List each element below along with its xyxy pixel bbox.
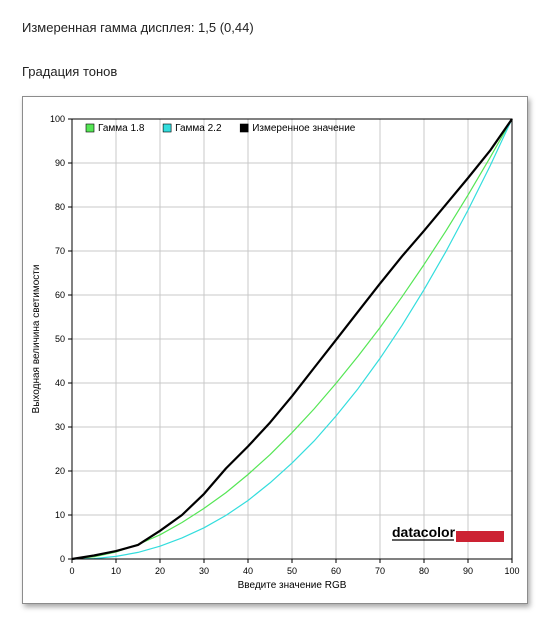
y-tick-label: 90 [55,158,65,168]
legend: Гамма 1.8 Гамма 2.2 Измеренное значение [85,123,356,134]
section-title: Градация тонов [22,64,118,79]
x-tick-label: 80 [419,566,429,576]
y-tick-label: 0 [60,554,65,564]
x-tick-label: 40 [243,566,253,576]
x-tick-label: 100 [504,566,519,576]
legend-label: Измеренное значение [252,123,356,134]
y-tick-label: 20 [55,466,65,476]
x-tick-label: 10 [111,566,121,576]
y-axis-label: Выходная величина светимости [31,265,42,414]
series-line-3 [71,118,513,561]
legend-label: Гамма 1.8 [98,123,145,134]
y-tick-label: 70 [55,246,65,256]
y-tick-label: 60 [55,290,65,300]
y-tick-label: 80 [55,202,65,212]
legend-swatch [162,123,172,133]
x-tick-label: 0 [69,566,74,576]
y-tick-label: 100 [50,114,65,124]
legend-label: Гамма 2.2 [175,123,222,134]
logo-red-bar [456,531,504,542]
tick-labels: 0 10 20 30 40 50 60 70 80 90 100 0 10 20 30 40 50 60 70 80 9… [50,114,520,576]
chart-svg: 0 10 20 30 40 50 60 70 80 90 100 0 10 20 30 40 50 60 70 80 9… [31,114,520,591]
y-tick-label: 10 [55,510,65,520]
legend-swatch [239,123,249,133]
measured-gamma-text: Измеренная гамма дисплея: 1,5 (0,44) [22,20,254,35]
grid [72,119,512,559]
legend-swatch [85,123,95,133]
x-axis-label: Введите значение RGB [238,580,347,591]
x-tick-label: 90 [463,566,473,576]
y-tick-label: 40 [55,378,65,388]
series-lines [71,118,513,561]
logo-text: datacolor [392,524,456,540]
datacolor-logo: datacolor [392,524,504,542]
x-tick-label: 60 [331,566,341,576]
series-line-2 [71,118,513,560]
x-tick-label: 20 [155,566,165,576]
tone-gradation-chart: 0 10 20 30 40 50 60 70 80 90 100 0 10 20 30 40 50 60 70 80 9… [22,96,528,604]
x-tick-label: 50 [287,566,297,576]
y-tick-label: 30 [55,422,65,432]
x-tick-label: 70 [375,566,385,576]
x-tick-label: 30 [199,566,209,576]
y-tick-label: 50 [55,334,65,344]
